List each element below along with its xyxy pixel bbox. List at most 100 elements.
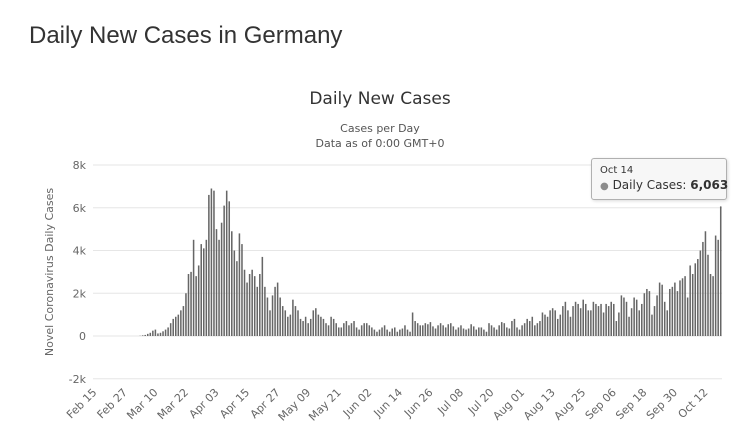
- x-tick-label: Apr 03: [187, 386, 222, 421]
- bar: [719, 206, 722, 336]
- bar: [340, 327, 343, 336]
- bar: [411, 312, 414, 336]
- bar: [490, 325, 493, 336]
- bar: [602, 312, 605, 336]
- x-tick-label: Aug 13: [521, 386, 558, 423]
- bar: [686, 297, 689, 336]
- bar: [149, 332, 152, 336]
- x-tick-label: Mar 22: [155, 386, 191, 422]
- bar: [592, 301, 595, 336]
- bar: [213, 190, 215, 336]
- bar: [523, 323, 526, 336]
- bar: [215, 229, 218, 337]
- bar: [162, 331, 164, 336]
- bar: [569, 316, 572, 336]
- x-tick-label: Aug 01: [490, 386, 527, 423]
- bar: [391, 328, 393, 336]
- bar: [702, 241, 704, 336]
- x-tick-label: Apr 15: [217, 386, 252, 421]
- bar: [251, 269, 253, 336]
- y-tick-label: 4k: [73, 245, 87, 258]
- bar: [709, 274, 712, 336]
- bar: [508, 328, 511, 336]
- bar-series: [139, 188, 722, 337]
- bar: [422, 325, 424, 336]
- bar: [562, 306, 564, 336]
- bar: [643, 293, 646, 336]
- bar: [238, 233, 241, 336]
- bar: [182, 306, 185, 336]
- bar: [536, 323, 539, 336]
- bar: [442, 325, 444, 336]
- bar: [521, 325, 523, 336]
- bar: [531, 316, 534, 336]
- bar: [169, 323, 172, 336]
- x-tick-label: Jul 08: [434, 386, 466, 418]
- bar: [694, 263, 697, 336]
- bar: [345, 321, 348, 336]
- bar: [549, 310, 551, 336]
- bar: [141, 335, 144, 336]
- bar: [691, 274, 694, 336]
- x-tick-label: May 21: [306, 386, 344, 424]
- bar: [714, 235, 717, 336]
- bar: [205, 239, 208, 336]
- x-tick-label: Sep 18: [613, 386, 649, 422]
- bar: [498, 325, 500, 336]
- bar: [231, 231, 233, 336]
- bar: [152, 330, 154, 336]
- bar: [322, 318, 325, 336]
- bar: [564, 301, 567, 336]
- x-tick-label: Jun 26: [401, 386, 435, 420]
- x-tick-label: Jun 02: [340, 386, 374, 420]
- bar: [595, 303, 597, 336]
- bar: [467, 328, 470, 336]
- bar: [511, 321, 513, 336]
- bar: [164, 329, 167, 336]
- bar: [559, 314, 562, 337]
- bar: [623, 297, 625, 336]
- bar: [195, 276, 197, 336]
- bar: [579, 308, 582, 336]
- bar: [534, 325, 536, 336]
- bar: [228, 201, 231, 336]
- bar: [261, 256, 264, 336]
- page-title: Daily New Cases in Germany: [29, 22, 343, 49]
- bar: [368, 325, 371, 336]
- x-tick-label: Oct 12: [676, 386, 711, 421]
- bar: [302, 321, 304, 336]
- bar: [528, 321, 531, 336]
- bar: [177, 314, 180, 337]
- bar: [381, 327, 383, 336]
- bar: [681, 278, 684, 336]
- bar: [404, 325, 406, 336]
- bar: [633, 297, 635, 336]
- bar: [259, 274, 261, 336]
- bar: [388, 331, 391, 336]
- bar: [223, 205, 225, 336]
- bar: [516, 327, 518, 336]
- bar: [365, 323, 368, 336]
- bar: [513, 318, 516, 336]
- bar: [427, 324, 429, 336]
- bar: [707, 254, 709, 336]
- bar: [383, 325, 386, 336]
- bar: [460, 325, 462, 336]
- bar: [478, 327, 480, 336]
- bar: [276, 282, 279, 336]
- bar: [279, 297, 281, 336]
- bar: [274, 286, 276, 336]
- bar: [299, 318, 302, 336]
- bar: [447, 324, 450, 336]
- bar: [432, 326, 434, 336]
- bar: [172, 318, 174, 336]
- bar: [472, 326, 475, 336]
- bar: [309, 318, 312, 336]
- bar: [610, 301, 612, 336]
- bar: [363, 323, 365, 336]
- bar: [607, 306, 610, 336]
- bar: [208, 194, 210, 336]
- bar: [358, 329, 360, 336]
- bar: [266, 297, 269, 336]
